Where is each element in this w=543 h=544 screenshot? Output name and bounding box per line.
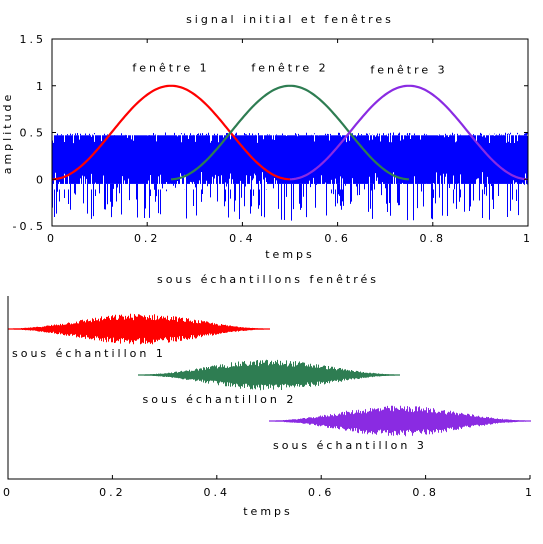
- bottom-x-tick-label: 0.4: [204, 486, 231, 499]
- bottom-x-tick-label: 1: [525, 486, 535, 499]
- top-x-ticks: 0 0.2 0.4 0.6 0.8 1: [47, 39, 533, 245]
- subsample-label-2: sous échantillon 2: [143, 393, 297, 406]
- bottom-x-tick-label: 0.6: [308, 486, 335, 499]
- subsample-signal-3: [269, 405, 531, 437]
- window-label-1: fenêtre 1: [132, 62, 209, 75]
- bottom-x-axis-label: temps: [243, 505, 293, 518]
- bottom-x-tick-label: 0.2: [99, 486, 126, 499]
- top-y-axis-label: amplitude: [1, 92, 14, 175]
- window-label-2: fenêtre 2: [251, 62, 328, 75]
- window-curve-2: [170, 84, 410, 181]
- subsample-labels: sous échantillon 1 sous échantillon 2 sous…: [12, 347, 427, 452]
- bottom-x-tick-label: 0.8: [412, 486, 439, 499]
- window-curve-1: [51, 84, 291, 181]
- top-x-tick-label: 1: [523, 232, 533, 245]
- top-x-tick-label: 0.2: [134, 232, 161, 245]
- top-x-tick-label: 0.8: [420, 232, 447, 245]
- top-y-tick-label: 0: [36, 173, 46, 186]
- signal-band: [52, 135, 528, 184]
- window-curve-3: [289, 84, 529, 181]
- subsample-signals: [8, 313, 531, 437]
- top-x-tick-label: 0.6: [324, 232, 351, 245]
- top-y-tick-label: 1: [36, 80, 46, 93]
- subsample-label-3: sous échantillon 3: [273, 439, 427, 452]
- top-y-tick-label: 0.5: [20, 127, 47, 140]
- bottom-chart: sous échantillons fenêtrés 0 0.2 0.4 0.6 0.8…: [3, 273, 535, 518]
- window-label-3: fenêtre 3: [370, 64, 447, 77]
- bottom-x-tick-label: 0: [3, 486, 13, 499]
- blue-signal: [52, 132, 528, 221]
- top-x-tick-label: 0.4: [229, 232, 256, 245]
- bottom-chart-title: sous échantillons fenêtrés: [157, 273, 379, 286]
- subsample-signal-1: [8, 313, 270, 345]
- subsample-label-1: sous échantillon 1: [12, 347, 166, 360]
- bottom-x-ticks: 0 0.2 0.4 0.6 0.8 1: [3, 475, 535, 499]
- top-chart-title: signal initial et fenêtres: [186, 13, 394, 26]
- top-x-axis-label: temps: [265, 248, 315, 261]
- top-y-tick-label: -0.5: [13, 220, 46, 233]
- top-y-ticks: -0.5 0 0.5 1 1.5: [13, 33, 528, 233]
- top-x-tick-label: 0: [47, 232, 57, 245]
- top-chart: signal initial et fenêtres 0 0.2 0.4 0.6 0.8…: [1, 13, 533, 261]
- subsample-signal-2: [138, 359, 400, 391]
- window-curves: [51, 84, 529, 181]
- window-labels: fenêtre 1 fenêtre 2 fenêtre 3: [132, 62, 447, 77]
- top-y-tick-label: 1.5: [20, 33, 47, 46]
